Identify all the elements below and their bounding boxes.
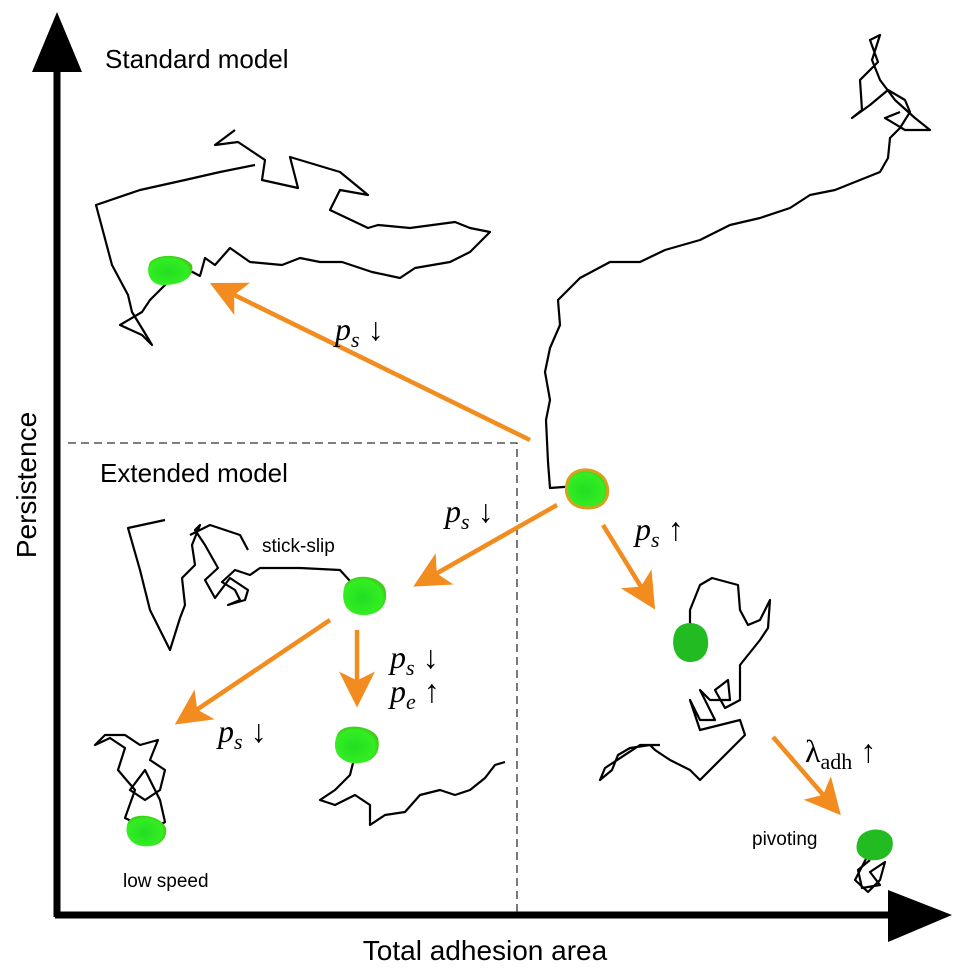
- label-sub: s: [651, 527, 660, 552]
- trajectory: [598, 576, 772, 782]
- label-dir: ↓: [368, 311, 384, 347]
- label-dir: ↓: [423, 639, 439, 675]
- trajectory: [93, 733, 167, 831]
- cells: [126, 255, 893, 861]
- y-axis-head: [32, 12, 82, 72]
- label-sub: e: [406, 689, 416, 714]
- title: Standard model: [105, 44, 289, 74]
- cell: [673, 623, 709, 662]
- arrow: [209, 282, 531, 443]
- arrow-label: ps ↑: [633, 511, 684, 552]
- label-sub: s: [406, 655, 415, 680]
- label-base: p: [388, 639, 406, 675]
- trajectory: [853, 848, 891, 894]
- label-dir: ↑: [424, 673, 440, 709]
- label-dir: ↓: [251, 713, 267, 749]
- label-base: p: [216, 713, 234, 749]
- arrow-label: λadh ↑: [805, 733, 876, 774]
- cell: [856, 829, 893, 861]
- label-dir: ↑: [668, 511, 684, 547]
- y-axis-label: Persistence: [11, 412, 42, 558]
- cell: [564, 468, 610, 510]
- trajectory: [318, 754, 506, 827]
- arrow-label: ps ↓: [333, 311, 384, 352]
- cell: [343, 576, 387, 616]
- label-base: λ: [805, 733, 821, 769]
- annotation: pivoting: [752, 829, 818, 850]
- inset-border: [68, 442, 518, 915]
- arrow: [601, 523, 656, 610]
- arrow: [413, 503, 559, 587]
- cell: [334, 726, 379, 764]
- label-dir: ↓: [478, 493, 494, 529]
- arrow-labels: ps ↓ps ↓ ps ↑ps ↓pe ↑ps ↓λadh ↑: [216, 311, 876, 774]
- trajectory: [94, 129, 492, 347]
- label-sub: adh: [821, 749, 853, 774]
- label-base: p: [443, 493, 461, 529]
- cell: [148, 255, 193, 286]
- trajectory: [126, 518, 361, 652]
- x-axis-head: [888, 890, 952, 942]
- trajectory: [543, 33, 932, 490]
- label-sub: s: [234, 729, 243, 754]
- arrow-label: ps ↓: [216, 713, 267, 754]
- arrow: [174, 618, 332, 725]
- label-base: p: [388, 673, 406, 709]
- label-dir: ↑: [860, 733, 876, 769]
- label-sub: s: [461, 509, 470, 534]
- label-base: p: [633, 511, 651, 547]
- inset-title: Extended model: [100, 458, 288, 488]
- label-sub: s: [351, 327, 360, 352]
- arrow-label: ps ↓: [443, 493, 494, 534]
- cell: [126, 815, 167, 847]
- transition-arrows: [174, 282, 841, 816]
- annotation: stick-slip: [262, 536, 335, 557]
- arrow-label: ps ↓: [388, 639, 439, 680]
- arrow-label: pe ↑: [388, 673, 440, 714]
- label-base: p: [333, 311, 351, 347]
- annotation: low speed: [123, 871, 209, 892]
- x-axis-label: Total adhesion area: [363, 935, 608, 966]
- arrow: [771, 735, 841, 816]
